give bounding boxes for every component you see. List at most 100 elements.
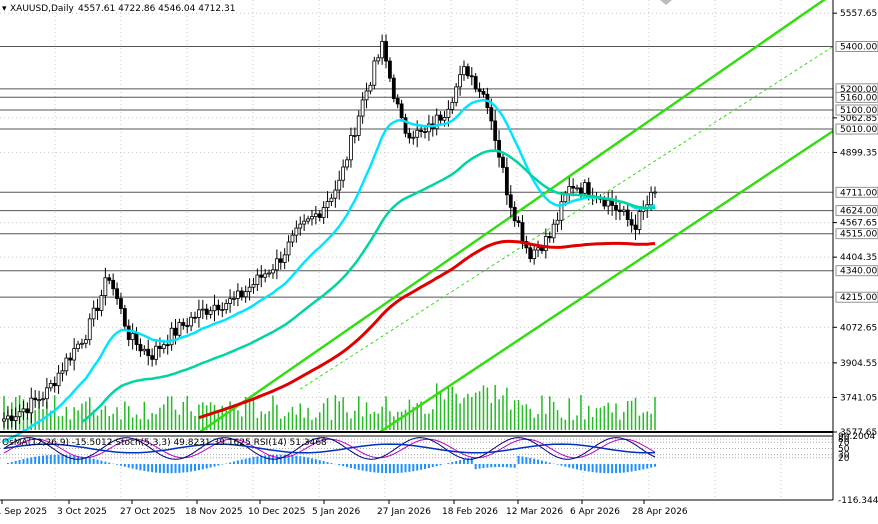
price-level-label: 4711.00 [840,188,877,198]
candle-down [614,205,618,211]
chart-header-icon: ▾ [2,4,7,14]
candle-down [122,308,127,327]
candle-up [154,345,158,360]
price-tick-label: 3741.05 [840,393,877,403]
price-level-tag [835,228,878,240]
candle-up [376,57,381,62]
candle-down [407,132,412,139]
candle-down [419,129,424,132]
candle-up [41,398,45,401]
candle-down [504,167,509,196]
candle-down [473,76,478,90]
indicator-tick-label: 20 [838,454,850,464]
candle-up [559,201,564,221]
candle-up [462,66,466,76]
indicator-tick-label: 80 [838,435,850,445]
price-tick-label: 4899.35 [840,148,877,158]
candle-up [380,41,385,59]
candle-down [204,308,209,315]
candle-up [294,227,299,236]
candle-up [302,220,307,225]
candle-down [181,322,186,326]
candle-up [282,254,287,263]
candle-up [220,309,225,312]
price-tick-label: 5557.65 [840,9,877,19]
candle-up [274,258,279,271]
candle-down [477,88,482,92]
candle-up [621,209,626,212]
candle-down [126,325,131,340]
candles [2,34,657,430]
candle-up [87,318,92,341]
candle-up [208,310,213,315]
candle-up [290,234,295,243]
candle-down [9,415,14,421]
candle-up [72,348,77,361]
candle-up [325,201,330,208]
candle-down [25,408,30,414]
candle-up [368,84,373,92]
candle-down [469,75,474,78]
candle-up [427,123,431,133]
ema-fast-line [3,98,656,443]
chart-shift-icon[interactable] [660,0,672,5]
candle-up [189,316,194,327]
candle-up [582,182,587,194]
candle-up [411,136,416,139]
candle-up [255,274,260,285]
indicator-tick-label: 30 [838,451,850,461]
chart-symbol: XAUUSD,Daily [10,4,74,14]
candle-down [403,117,408,134]
candle-up [142,348,147,352]
channel-mid-line [299,46,834,390]
candle-up [298,223,303,229]
candle-down [497,140,501,158]
price-level-label: 4215.00 [840,293,877,303]
candle-up [349,135,353,161]
price-level-label: 5200.00 [840,85,877,95]
candle-up [83,339,88,344]
candle-down [465,66,470,77]
candle-up [337,179,342,191]
candle-down [520,222,525,242]
indicator-pane[interactable] [0,437,833,474]
stoch-main-line [3,437,656,460]
candle-up [341,166,346,181]
candle-up [637,211,642,230]
candle-up [458,74,462,88]
price-level-label: 5010.00 [840,125,877,135]
candle-up [5,415,10,420]
candle-up [267,272,271,275]
candle-up [532,249,537,260]
candle-up [442,117,447,121]
candle-down [33,397,38,401]
candle-up [13,416,18,421]
price-tick-label: 4404.35 [840,253,877,263]
price-level-tag [835,186,878,198]
candle-up [197,309,201,318]
indicator-tick-label: 70 [838,438,850,448]
candle-up [321,207,326,218]
candle-down [512,206,517,222]
ema-slow-line [198,239,656,420]
candle-down [52,382,57,387]
price-level-label: 5400.00 [840,43,877,53]
price-level-tag [835,291,878,303]
candle-down [493,120,498,141]
candle-up [60,370,65,374]
candle-down [501,156,505,168]
indicator-tick-label: 90.2004 [838,432,875,442]
candle-down [173,327,178,336]
candle-up [360,99,365,117]
candle-up [212,304,217,312]
indicator-tick-label: -116.3446 [838,496,878,506]
candle-down [193,316,197,319]
candle-up [356,115,361,136]
main-pane[interactable] [0,0,833,432]
candle-up [653,191,657,194]
candle-down [185,325,190,327]
candle-up [434,114,439,130]
candle-up [44,387,49,400]
